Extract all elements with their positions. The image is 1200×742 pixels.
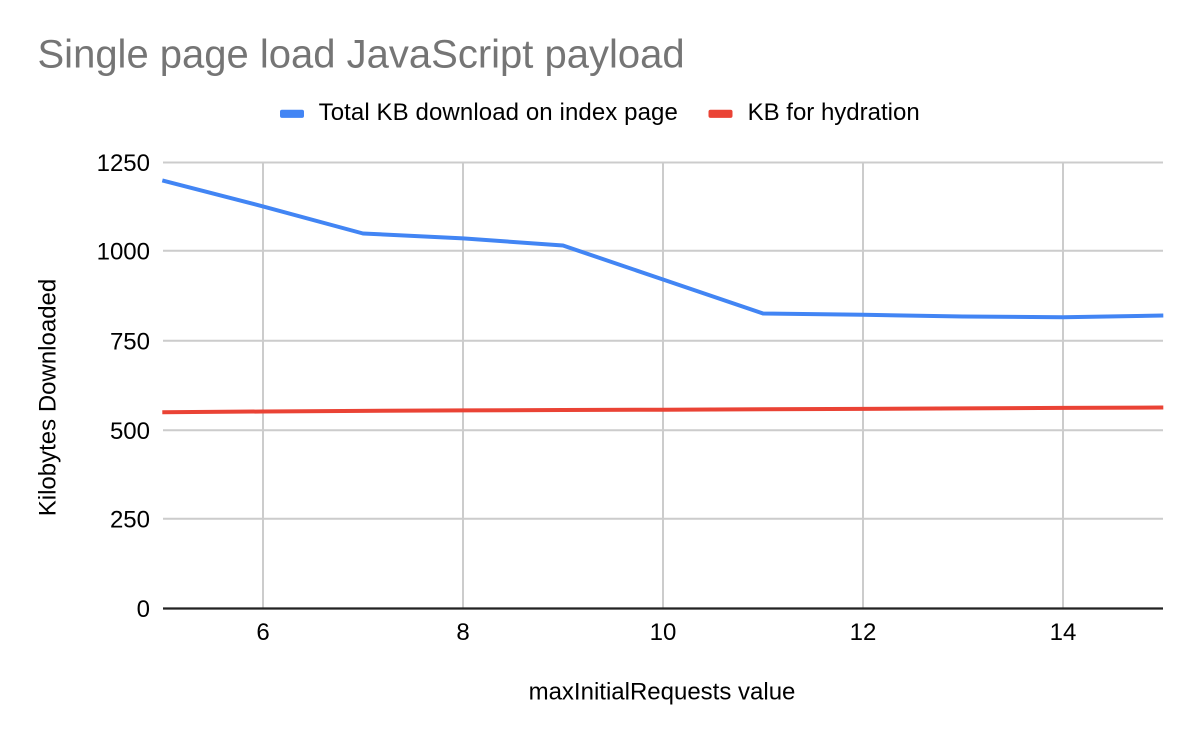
svg-text:1000: 1000 [97, 238, 150, 265]
svg-text:8: 8 [456, 619, 469, 646]
svg-text:12: 12 [850, 619, 877, 646]
svg-text:Single page load JavaScript pa: Single page load JavaScript payload [38, 33, 685, 77]
svg-text:maxInitialRequests value: maxInitialRequests value [529, 679, 796, 706]
svg-text:0: 0 [137, 596, 150, 623]
svg-text:Total KB download on index pag: Total KB download on index page [319, 99, 678, 126]
svg-text:10: 10 [650, 619, 677, 646]
svg-text:6: 6 [256, 619, 269, 646]
svg-text:500: 500 [110, 418, 150, 445]
svg-text:750: 750 [110, 328, 150, 355]
svg-text:250: 250 [110, 506, 150, 533]
svg-text:1250: 1250 [97, 150, 150, 177]
svg-text:14: 14 [1050, 619, 1077, 646]
svg-text:KB for hydration: KB for hydration [748, 99, 920, 126]
svg-text:Kilobytes Downloaded: Kilobytes Downloaded [35, 279, 62, 516]
